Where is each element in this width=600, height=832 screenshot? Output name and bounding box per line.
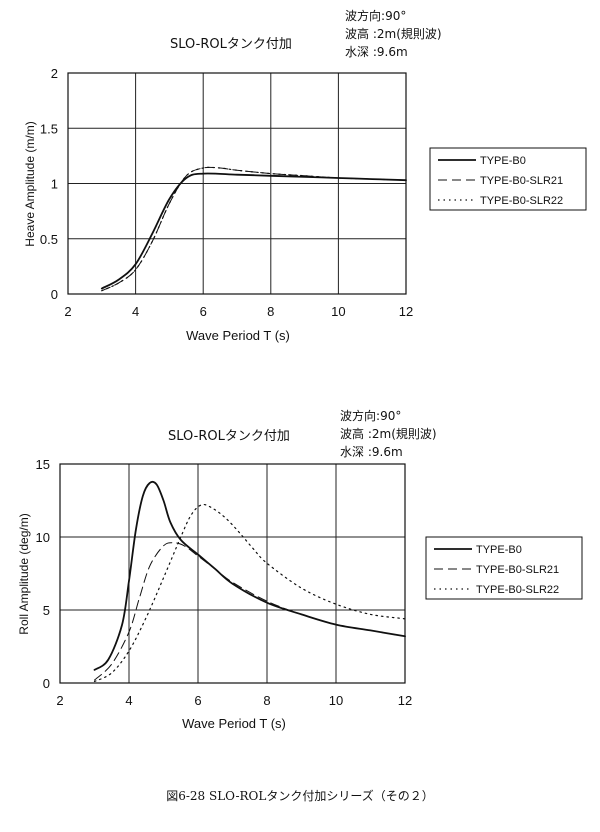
roll-x-ticks: 2 4 6 8 10 12 [56, 693, 412, 708]
heave-legend-label-b0: TYPE-B0 [480, 155, 526, 167]
roll-conditions: 波方向:90° 波高 :2m(規則波) 水深 :9.6m [340, 408, 437, 459]
roll-chart-title: SLO-ROLタンク付加 [168, 429, 290, 444]
heave-x-tick-label-1: 4 [132, 304, 139, 319]
heave-grid [68, 73, 406, 294]
heave-condition-height: 波高 :2m(規則波) [345, 26, 442, 41]
heave-series [100, 166, 407, 292]
roll-condition-depth: 水深 :9.6m [340, 445, 403, 459]
heave-y-tick-label-2: 1 [51, 177, 58, 192]
roll-legend-label-slr21: TYPE-B0-SLR21 [476, 564, 559, 576]
heave-x-tick-label-5: 12 [399, 304, 413, 319]
heave-y-tick-label-1: 0.5 [40, 232, 58, 247]
roll-plot-frame [59, 463, 406, 684]
heave-conditions: 波方向:90° 波高 :2m(規則波) 水深 :9.6m [345, 8, 442, 59]
roll-x-tick-label-0: 2 [56, 693, 63, 708]
roll-y-tick-label-1: 5 [43, 603, 50, 618]
heave-x-tick-label-3: 8 [267, 304, 274, 319]
heave-y-axis-label: Heave Amplitude (m/m) [23, 121, 37, 246]
roll-series-line-b0 [93, 480, 406, 671]
heave-y-tick-label-3: 1.5 [40, 121, 58, 136]
heave-plot-frame [67, 72, 407, 295]
roll-legend-label-b0: TYPE-B0 [476, 544, 522, 556]
roll-chart: SLO-ROLタンク付加 波方向:90° 波高 :2m(規則波) 水深 :9.6… [17, 408, 583, 731]
roll-legend-label-slr22: TYPE-B0-SLR22 [476, 584, 559, 596]
roll-x-tick-label-4: 10 [329, 693, 343, 708]
heave-legend-label-slr22: TYPE-B0-SLR22 [480, 195, 563, 207]
roll-condition-direction: 波方向:90° [340, 408, 401, 423]
roll-series-line-slr21 [94, 542, 406, 681]
roll-y-ticks: 0 5 10 15 [36, 457, 50, 691]
roll-x-tick-label-1: 4 [125, 693, 132, 708]
heave-x-tick-label-0: 2 [64, 304, 71, 319]
roll-x-tick-label-5: 12 [398, 693, 412, 708]
roll-y-tick-label-3: 15 [36, 457, 50, 472]
heave-x-axis-label: Wave Period T (s) [186, 328, 290, 343]
roll-grid [60, 464, 405, 683]
heave-series-line-slr22 [101, 166, 407, 292]
heave-x-tick-label-2: 6 [200, 304, 207, 319]
figure-caption: 図6-28 SLO-ROLタンク付加シリーズ（その２） [166, 788, 434, 803]
heave-chart-title: SLO-ROLタンク付加 [170, 37, 292, 52]
heave-y-ticks: 0 0.5 1 1.5 2 [40, 66, 58, 302]
roll-y-axis-label: Roll Amplitude (deg/m) [17, 513, 31, 634]
roll-x-tick-label-2: 6 [194, 693, 201, 708]
roll-series [93, 480, 406, 683]
heave-x-ticks: 2 4 6 8 10 12 [64, 304, 413, 319]
roll-condition-height: 波高 :2m(規則波) [340, 426, 437, 441]
roll-y-tick-label-0: 0 [43, 676, 50, 691]
roll-legend: TYPE-B0 TYPE-B0-SLR21 TYPE-B0-SLR22 [425, 536, 583, 600]
heave-legend: TYPE-B0 TYPE-B0-SLR21 TYPE-B0-SLR22 [429, 147, 587, 211]
heave-legend-label-slr21: TYPE-B0-SLR21 [480, 175, 563, 187]
heave-series-line-slr21 [101, 166, 407, 292]
heave-y-tick-label-0: 0 [51, 287, 58, 302]
roll-x-axis-label: Wave Period T (s) [182, 716, 286, 731]
heave-condition-depth: 水深 :9.6m [345, 45, 408, 59]
heave-y-tick-label-4: 2 [51, 66, 58, 81]
heave-chart: SLO-ROLタンク付加 波方向:90° 波高 :2m(規則波) 水深 :9.6… [23, 8, 587, 343]
heave-x-tick-label-4: 10 [331, 304, 345, 319]
roll-x-tick-label-3: 8 [263, 693, 270, 708]
heave-series-line-b0 [100, 172, 407, 290]
roll-y-tick-label-2: 10 [36, 530, 50, 545]
heave-condition-direction: 波方向:90° [345, 8, 406, 23]
